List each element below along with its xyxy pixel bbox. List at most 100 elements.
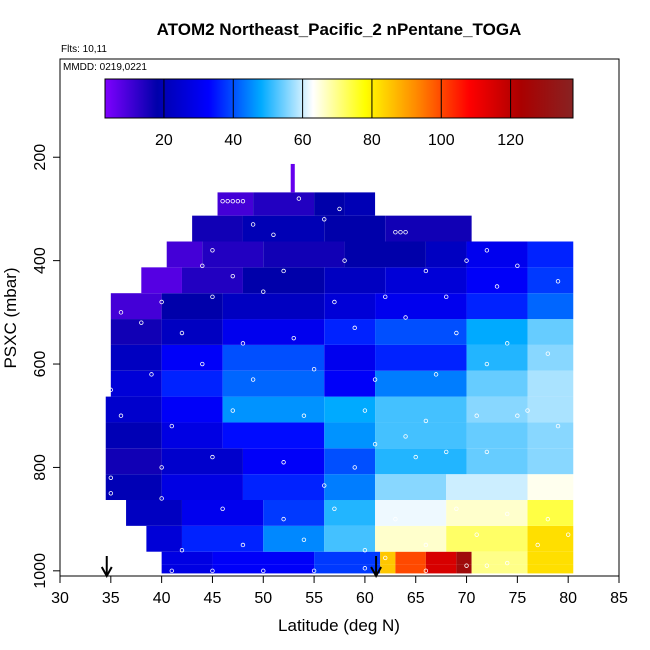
sample-point (474, 413, 479, 418)
heatmap-cell (375, 370, 467, 397)
heatmap-cell (161, 319, 223, 345)
sample-point (281, 516, 286, 522)
sample-point (291, 335, 296, 341)
y-tick-label: 800 (32, 454, 49, 481)
sample-point (271, 232, 276, 237)
sample-point (515, 413, 520, 418)
sample-point (403, 434, 408, 439)
y-axis-label: PSXC (mbar) (1, 267, 20, 368)
heatmap-cell (466, 267, 528, 294)
x-tick-label: 35 (102, 590, 120, 607)
heatmap-cell (290, 163, 295, 193)
sample-point (555, 423, 561, 429)
heatmap-cell (446, 474, 528, 501)
sample-point (230, 198, 235, 204)
sample-point (108, 491, 114, 496)
sample-point (159, 496, 164, 501)
heatmap-cell (527, 293, 574, 320)
heatmap-cell (263, 241, 345, 268)
heatmap-cell (324, 448, 376, 475)
heatmap-cell (181, 267, 243, 294)
heatmap-cell (375, 500, 447, 526)
sample-point (337, 206, 342, 212)
heatmap-cell (385, 267, 467, 294)
heatmap-cell (375, 396, 467, 423)
heatmap-cell (375, 422, 467, 449)
sample-point (220, 198, 225, 204)
sample-point (362, 547, 368, 553)
colorbar-tick-label: 80 (363, 132, 381, 149)
heatmap-cell (161, 448, 243, 475)
sample-point (494, 284, 500, 289)
sample-point (235, 198, 241, 204)
sample-point (230, 273, 235, 279)
x-tick-label: 60 (356, 590, 374, 607)
sample-point (454, 330, 459, 336)
heatmap-cell (324, 396, 376, 423)
x-tick-label: 50 (254, 590, 272, 607)
heatmap-cell (527, 564, 574, 574)
sample-point (210, 454, 215, 460)
x-axis: 30 35 40 45 50 55 60 65 70 75 80 85 (51, 576, 628, 607)
heatmap-cell (425, 241, 467, 268)
heatmap (105, 163, 574, 574)
sample-point (200, 361, 205, 367)
sample-point (225, 198, 230, 204)
sample-point (240, 198, 246, 204)
heatmap-cell (263, 525, 325, 552)
heatmap-cell (161, 396, 223, 423)
heatmap-cell (110, 344, 162, 371)
sample-point (311, 367, 317, 372)
sample-point (525, 408, 530, 413)
heatmap-cell (527, 319, 574, 345)
heatmap-cell (105, 448, 162, 475)
heatmap-cell (146, 525, 182, 552)
heatmap-cell (126, 500, 182, 526)
heatmap-cell (375, 525, 447, 552)
sample-point (484, 361, 490, 367)
heatmap-cell (242, 448, 325, 475)
heatmap-cell (314, 192, 345, 216)
sample-point (372, 377, 378, 382)
colorbar-tick-label: 40 (224, 132, 242, 149)
colorbar (104, 78, 574, 119)
sample-point (464, 563, 469, 568)
sample-point (118, 413, 124, 418)
sample-point (118, 310, 124, 315)
y-tick-label: 1000 (32, 553, 49, 589)
heatmap-cell (527, 474, 574, 501)
x-tick-label: 85 (610, 590, 628, 607)
sample-point (220, 506, 225, 511)
sample-point (322, 483, 327, 488)
heatmap-cell (375, 344, 467, 371)
heatmap-cell (181, 500, 264, 526)
sample-point (139, 320, 144, 325)
sample-point (108, 475, 114, 480)
heatmap-cell (222, 319, 325, 345)
y-tick-label: 600 (32, 351, 49, 378)
heatmap-cell (425, 551, 457, 565)
sample-point (505, 560, 510, 566)
heatmap-cell (110, 319, 162, 345)
heatmap-cell (395, 564, 426, 574)
heatmap-cell (161, 344, 223, 371)
heatmap-cell (456, 551, 472, 565)
sample-point (261, 289, 266, 294)
x-tick-label: 45 (204, 590, 222, 607)
sample-point (179, 330, 185, 336)
sample-point (250, 377, 256, 382)
sample-point (474, 532, 479, 537)
colorbar-tick-label: 100 (428, 132, 455, 149)
sample-point (444, 449, 449, 455)
sample-point (545, 351, 551, 356)
heatmap-cell (344, 192, 376, 216)
heatmap-cell (385, 215, 472, 242)
sample-point (545, 516, 551, 522)
heatmap-cell (527, 344, 574, 371)
sample-point (505, 341, 510, 346)
sample-point (423, 418, 429, 424)
chart-title: ATOM2 Northeast_Pacific_2 nPentane_TOGA (157, 20, 522, 39)
sample-point (179, 547, 185, 553)
sample-point (169, 423, 174, 429)
y-tick-label: 200 (32, 144, 49, 171)
